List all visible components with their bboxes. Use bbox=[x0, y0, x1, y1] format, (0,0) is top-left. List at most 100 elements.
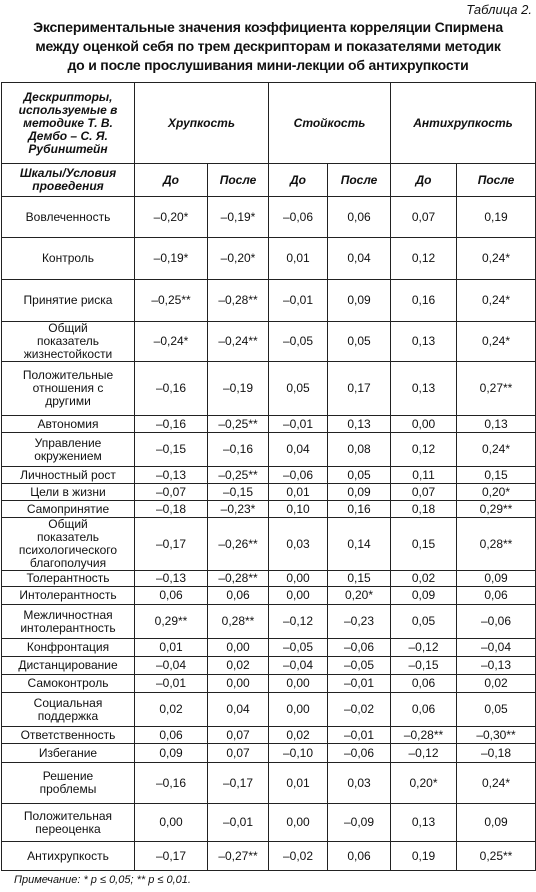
cell-value: 0,05 bbox=[390, 604, 458, 639]
table: Дескрипторы, используемые в методике Т. … bbox=[1, 82, 536, 871]
cell-value: –0,13 bbox=[134, 466, 208, 484]
cell-value: 0,24* bbox=[456, 762, 536, 804]
row-label: Общий показатель жизнестойкости bbox=[1, 321, 135, 362]
row-label: Решение проблемы bbox=[1, 762, 135, 804]
cell-value: 0,13 bbox=[456, 415, 536, 433]
title-line: Экспериментальные значения коэффициента … bbox=[33, 19, 503, 35]
row-label: Общий показатель психологического благоп… bbox=[1, 517, 135, 571]
cell-value: –0,12 bbox=[390, 743, 458, 763]
row-label: Положительные отношения с другими bbox=[1, 361, 135, 416]
cell-value: –0,16 bbox=[134, 415, 208, 433]
cell-value: –0,01 bbox=[327, 726, 392, 744]
cell-value: 0,06 bbox=[134, 586, 208, 605]
subheader-row: Шкалы/Условия проведения До После До После До… bbox=[1, 163, 536, 197]
subheader: После bbox=[327, 163, 392, 197]
row-label: Положительная переоценка bbox=[1, 803, 135, 842]
cell-value: 0,05 bbox=[327, 466, 392, 484]
cell-value: 0,01 bbox=[268, 762, 329, 804]
cell-value: 0,06 bbox=[206, 586, 270, 605]
title-line: до и после прослушивания мини-лекции об … bbox=[67, 57, 469, 73]
cell-value: –0,04 bbox=[268, 656, 329, 675]
cell-value: –0,19 bbox=[206, 361, 270, 416]
cell-value: 0,25** bbox=[456, 841, 536, 871]
cell-value: –0,06 bbox=[456, 604, 536, 639]
row-label: Вовлеченность bbox=[1, 196, 135, 238]
cell-value: –0,06 bbox=[327, 638, 392, 657]
cell-value: 0,02 bbox=[390, 570, 458, 587]
cell-value: –0,16 bbox=[134, 762, 208, 804]
cell-value: –0,13 bbox=[134, 570, 208, 587]
table-row: Дистанцирование –0,04 0,02 –0,04 –0,05 –0,15–… bbox=[1, 656, 536, 675]
table-row: Цели в жизни –0,07 –0,15 0,01 0,09 0,07 0,20* bbox=[1, 483, 536, 501]
table-row: Личностный рост –0,13 –0,25** –0,06 0,05 0,11… bbox=[1, 466, 536, 484]
table-row: Решение проблемы –0,16 –0,17 0,01 0,03 0,20* 0… bbox=[1, 762, 536, 804]
cell-value: 0,05 bbox=[456, 692, 536, 727]
cell-value: –0,18 bbox=[456, 743, 536, 763]
subheader: До bbox=[134, 163, 208, 197]
row-label: Толерантность bbox=[1, 570, 135, 587]
cell-value: 0,15 bbox=[327, 570, 392, 587]
cell-value: –0,23 bbox=[327, 604, 392, 639]
cell-value: 0,04 bbox=[268, 432, 329, 467]
cell-value: 0,05 bbox=[268, 361, 329, 416]
table-row: Контроль –0,19* –0,20* 0,01 0,04 0,12 0,24* bbox=[1, 237, 536, 280]
cell-value: –0,01 bbox=[206, 803, 270, 842]
cell-value: 0,00 bbox=[390, 415, 458, 433]
cell-value: –0,05 bbox=[327, 656, 392, 675]
title-line: между оценкой себя по трем дескрипторам … bbox=[35, 38, 501, 54]
table-row: Положительные отношения с другими –0,16 –0… bbox=[1, 361, 536, 416]
cell-value: –0,06 bbox=[268, 466, 329, 484]
cell-value: –0,12 bbox=[390, 638, 458, 657]
cell-value: –0,24* bbox=[134, 321, 208, 362]
cell-value: 0,07 bbox=[390, 196, 458, 238]
cell-value: –0,01 bbox=[268, 279, 329, 322]
row-label: Ответственность bbox=[1, 726, 135, 744]
table-row: Интолерантность 0,06 0,06 0,00 0,20* 0,09 0,06 bbox=[1, 586, 536, 605]
cell-value: 0,19 bbox=[390, 841, 458, 871]
table-row: Управление окружением –0,15 –0,16 0,04 0,08 0… bbox=[1, 432, 536, 467]
cell-value: 0,20* bbox=[456, 483, 536, 501]
row-label: Межличностная интолерантность bbox=[1, 604, 135, 639]
cell-value: –0,17 bbox=[134, 517, 208, 571]
cell-value: –0,15 bbox=[206, 483, 270, 501]
row-label: Интолерантность bbox=[1, 586, 135, 605]
cell-value: –0,06 bbox=[327, 743, 392, 763]
cell-value: 0,09 bbox=[134, 743, 208, 763]
cell-value: 0,15 bbox=[390, 517, 458, 571]
cell-value: 0,09 bbox=[456, 803, 536, 842]
cell-value: –0,01 bbox=[327, 674, 392, 693]
cell-value: 0,04 bbox=[206, 692, 270, 727]
row-label: Автономия bbox=[1, 415, 135, 433]
cell-value: –0,16 bbox=[206, 432, 270, 467]
cell-value: 0,03 bbox=[327, 762, 392, 804]
cell-value: –0,12 bbox=[268, 604, 329, 639]
cell-value: 0,24* bbox=[456, 237, 536, 280]
cell-value: 0,06 bbox=[327, 196, 392, 238]
cell-value: –0,04 bbox=[134, 656, 208, 675]
cell-value: 0,14 bbox=[327, 517, 392, 571]
cell-value: –0,28** bbox=[206, 570, 270, 587]
cell-value: –0,07 bbox=[134, 483, 208, 501]
cell-value: 0,28** bbox=[456, 517, 536, 571]
table-row: Самоконтроль –0,01 0,00 0,00 –0,01 0,06 0,02 bbox=[1, 674, 536, 693]
cell-value: 0,16 bbox=[327, 500, 392, 518]
cell-value: 0,00 bbox=[268, 586, 329, 605]
title: Экспериментальные значения коэффициента … bbox=[0, 18, 536, 75]
cell-value: 0,13 bbox=[390, 803, 458, 842]
cell-value: –0,15 bbox=[390, 656, 458, 675]
cell-value: 0,04 bbox=[327, 237, 392, 280]
cell-value: –0,02 bbox=[327, 692, 392, 727]
row-label: Самопринятие bbox=[1, 500, 135, 518]
cell-value: 0,06 bbox=[390, 692, 458, 727]
cell-value: –0,15 bbox=[134, 432, 208, 467]
cell-value: –0,27** bbox=[206, 841, 270, 871]
table-row: Общий показатель психологического благоп… bbox=[1, 517, 536, 571]
cell-value: 0,01 bbox=[268, 483, 329, 501]
cell-value: 0,18 bbox=[390, 500, 458, 518]
cell-value: –0,28** bbox=[206, 279, 270, 322]
cell-value: –0,24** bbox=[206, 321, 270, 362]
cell-value: 0,06 bbox=[456, 586, 536, 605]
table-row: Самопринятие –0,18 –0,23* 0,10 0,16 0,18 0,29*… bbox=[1, 500, 536, 518]
cell-value: –0,10 bbox=[268, 743, 329, 763]
